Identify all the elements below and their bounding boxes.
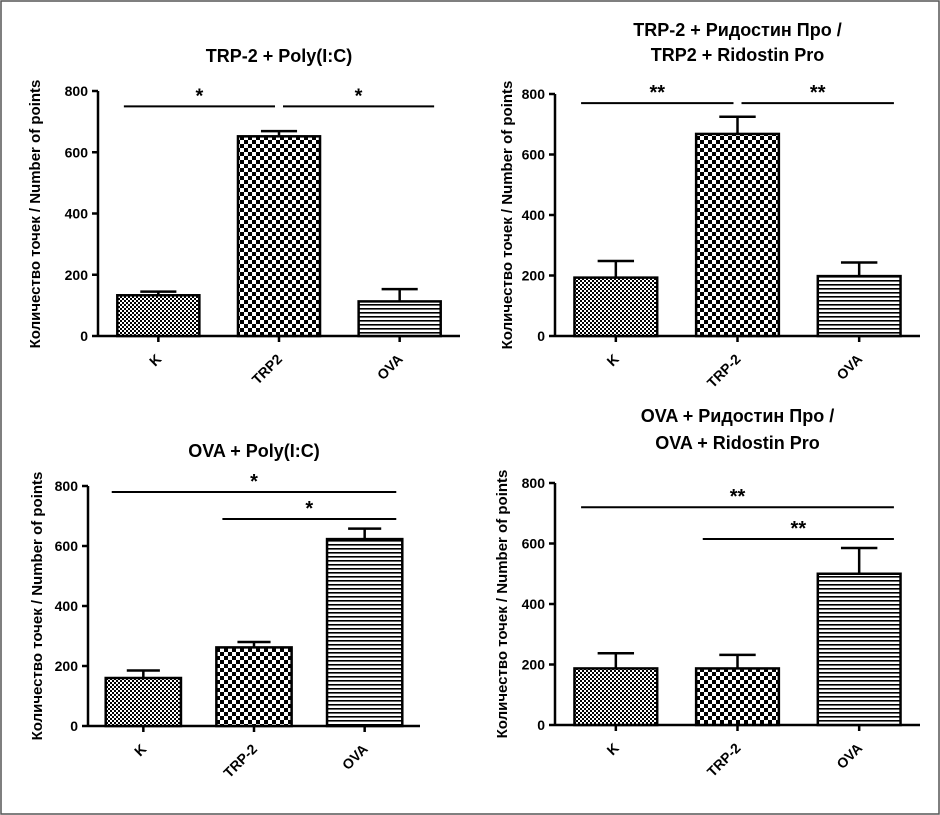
y-tick-label: 800 bbox=[55, 478, 79, 494]
significance-label: * bbox=[250, 471, 258, 493]
chart-panel-1: TRP-2 + Poly(I:C) Количество точек / Numb… bbox=[27, 46, 460, 387]
y-tick-label: 600 bbox=[55, 538, 79, 554]
y-tick-label: 200 bbox=[55, 658, 79, 674]
y-tick-label: 200 bbox=[65, 267, 89, 283]
significance-label: * bbox=[196, 85, 204, 107]
significance-label: * bbox=[355, 85, 363, 107]
bar-trp-2 bbox=[215, 646, 293, 728]
chart-title: TRP-2 + Ридостин Про / bbox=[633, 20, 841, 40]
chart-title: OVA + Ридостин Про / bbox=[641, 406, 834, 426]
y-tick-label: 0 bbox=[80, 328, 88, 344]
bar-trp2 bbox=[236, 135, 322, 338]
bar-trp-2 bbox=[694, 132, 781, 338]
significance-label: ** bbox=[791, 518, 807, 540]
y-tick-label: 0 bbox=[70, 718, 78, 734]
chart-panel-4: OVA + Ридостин Про / OVA + Ridostin Pro Ко… bbox=[494, 406, 920, 780]
chart-title: TRP2 + Ridostin Pro bbox=[651, 45, 825, 65]
y-tick-label: 600 bbox=[65, 144, 89, 160]
bar-ova bbox=[325, 537, 404, 728]
y-axis-label: Количество точек / Number of points bbox=[27, 80, 44, 349]
bar-trp-2 bbox=[694, 667, 781, 727]
y-tick-label: 400 bbox=[65, 206, 89, 222]
bar-k bbox=[573, 667, 659, 727]
y-axis-label: Количество точек / Number of points bbox=[29, 472, 46, 741]
y-axis-label: Количество точек / Number of points bbox=[499, 81, 516, 350]
y-tick-label: 800 bbox=[522, 475, 546, 491]
y-tick-label: 600 bbox=[522, 147, 546, 163]
y-axis-label: Количество точек / Number of points bbox=[494, 470, 511, 739]
chart-panel-2: TRP-2 + Ридостин Про / TRP2 + Ridostin Pr… bbox=[499, 20, 920, 391]
y-tick-label: 200 bbox=[522, 268, 546, 284]
chart-title: OVA + Poly(I:C) bbox=[188, 441, 320, 461]
significance-label: * bbox=[305, 498, 313, 520]
y-tick-label: 400 bbox=[522, 596, 546, 612]
y-tick-label: 0 bbox=[537, 328, 545, 344]
significance-label: ** bbox=[730, 486, 746, 508]
bar-k bbox=[104, 676, 183, 728]
bar-k bbox=[573, 276, 659, 338]
bar-k bbox=[116, 294, 201, 338]
bar-ova bbox=[816, 274, 902, 338]
y-tick-label: 200 bbox=[522, 657, 546, 673]
y-tick-label: 400 bbox=[55, 598, 79, 614]
chart-title: OVA + Ridostin Pro bbox=[655, 433, 820, 453]
y-tick-label: 400 bbox=[522, 207, 546, 223]
chart-title: TRP-2 + Poly(I:C) bbox=[206, 46, 353, 66]
bar-ova bbox=[357, 300, 442, 338]
bar-ova bbox=[816, 572, 902, 727]
y-tick-label: 0 bbox=[537, 717, 545, 733]
y-tick-label: 800 bbox=[65, 83, 89, 99]
y-tick-label: 800 bbox=[522, 86, 546, 102]
y-tick-label: 600 bbox=[522, 536, 546, 552]
significance-label: ** bbox=[650, 82, 666, 104]
significance-label: ** bbox=[810, 82, 826, 104]
